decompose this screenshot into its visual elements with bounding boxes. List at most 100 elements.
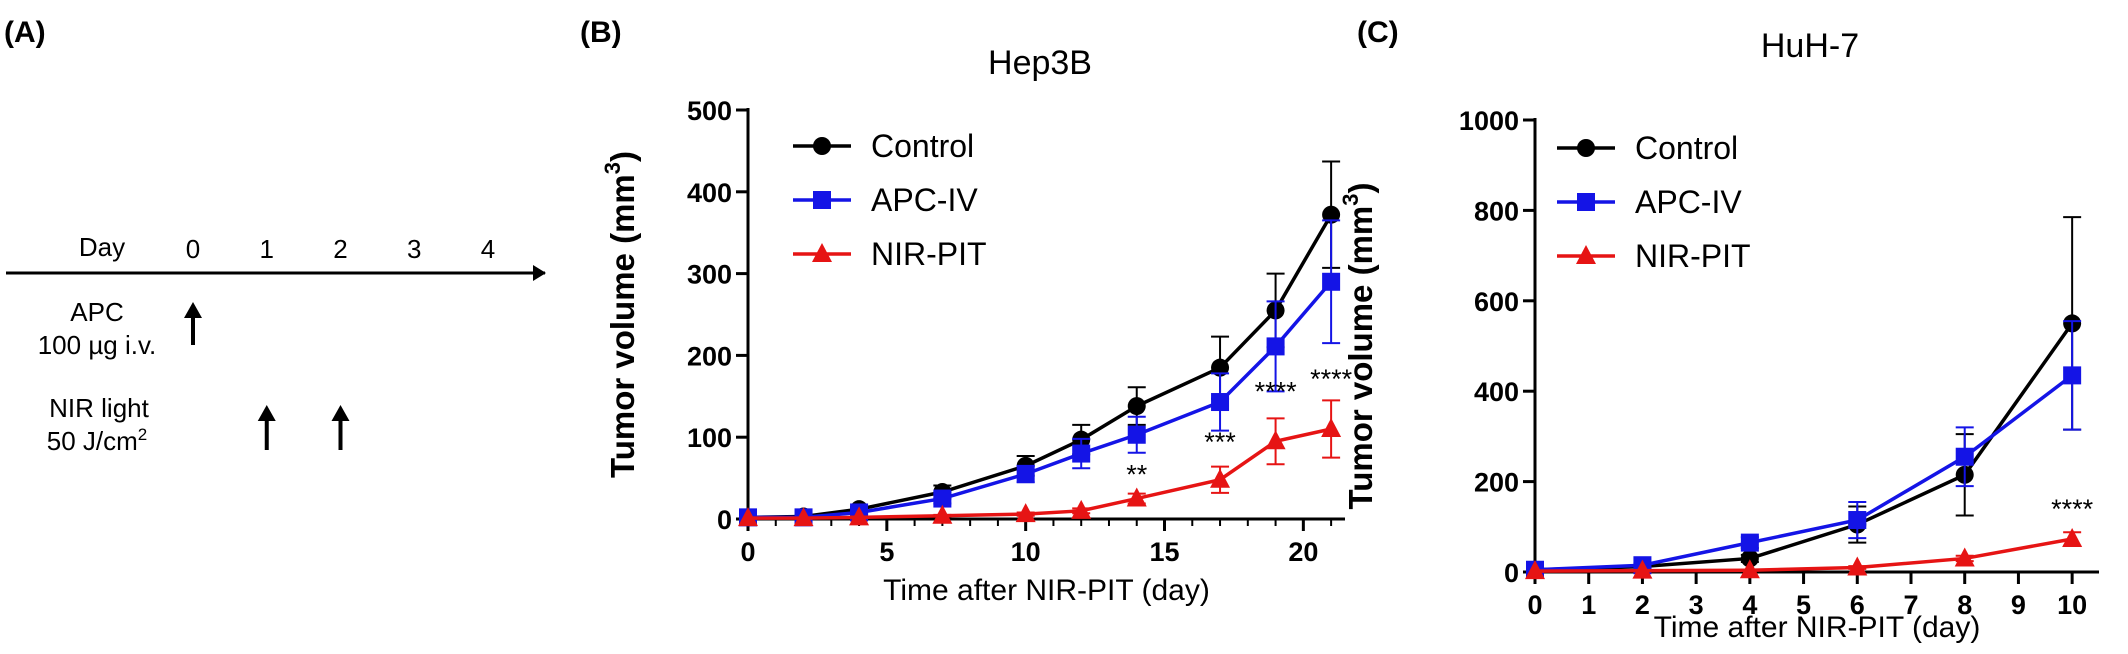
hep3b-y-axis-label-close: ) — [604, 151, 641, 162]
hep3b-x-tick-label: 0 — [740, 537, 755, 567]
huh7-legend-entry-control: Control — [1557, 130, 1738, 166]
huh7-y-axis-label-close: ) — [1342, 182, 1379, 193]
huh7-x-tick-label: 7 — [1903, 590, 1918, 620]
hep3b-data-point — [1322, 205, 1341, 224]
timeline-day-2: 2 — [333, 234, 347, 264]
huh7-series-line — [1534, 537, 2073, 573]
hep3b-data-point — [1126, 487, 1147, 507]
apc-injection-arrow-day-0-head — [184, 302, 202, 318]
huh7-data-point — [2062, 528, 2083, 548]
timeline-day-3: 3 — [407, 234, 421, 264]
nir-dose-text: 50 J/cm — [47, 426, 138, 456]
panel-b-hep3b-chart: (B) Hep3B 0 100 200 300 400 500 0 5 10 15 20 Time af… — [580, 16, 1353, 607]
panel-c-huh7-chart: (C) HuH-7 0 200 400 600 800 1000 0 1 2 3 4 5 6 7 8 9 10 Ti… — [1338, 16, 2099, 644]
hep3b-data-point — [1322, 272, 1341, 291]
huh7-data-point — [1525, 560, 1545, 580]
huh7-y-tick-label: 200 — [1474, 468, 1519, 498]
hep3b-legend-marker — [813, 191, 831, 209]
timeline-day-label: Day — [79, 232, 125, 262]
huh7-x-tick-label: 9 — [2011, 590, 2026, 620]
huh7-series-line — [1534, 373, 2074, 572]
panel-c-letter: (C) — [1357, 16, 1399, 49]
hep3b-data-point — [933, 489, 952, 508]
huh7-x-tick-label: 3 — [1689, 590, 1704, 620]
nir-light-arrow-day-2-head — [331, 405, 350, 421]
hep3b-series-control — [739, 160, 1341, 527]
huh7-data-point — [2063, 366, 2082, 385]
huh7-data-point — [1740, 533, 1759, 552]
hep3b-data-point — [1211, 393, 1230, 412]
hep3b-data-point — [1266, 337, 1285, 356]
huh7-y-tick-label: 1000 — [1459, 106, 1519, 136]
huh7-x-tick-label: 2 — [1635, 590, 1650, 620]
huh7-x-tick-label: 1 — [1581, 590, 1596, 620]
hep3b-x-axis-label: Time after NIR-PIT (day) — [883, 574, 1210, 607]
huh7-y-tick-label: 0 — [1504, 558, 1519, 588]
hep3b-significance-label: *** — [1204, 427, 1236, 457]
hep3b-data-point — [793, 507, 814, 527]
hep3b-legend-label: APC-IV — [871, 182, 978, 218]
huh7-data-point — [1847, 556, 1868, 576]
hep3b-y-tick-label: 200 — [687, 341, 732, 371]
huh7-legend-marker — [1576, 245, 1596, 264]
hep3b-data-point — [1072, 444, 1091, 463]
nir-label-line1: NIR light — [49, 393, 149, 423]
nir-label-line2: 50 J/cm2 — [47, 425, 148, 456]
huh7-x-tick-label: 8 — [1957, 590, 1972, 620]
hep3b-series-nir-pit — [738, 399, 1342, 527]
huh7-data-point — [1740, 549, 1759, 568]
hep3b-x-tick-label: 20 — [1288, 537, 1318, 567]
huh7-legend-label: APC-IV — [1635, 184, 1742, 220]
hep3b-data-point — [932, 504, 953, 524]
hep3b-y-tick-label: 300 — [687, 260, 732, 290]
huh7-chart-title: HuH-7 — [1761, 27, 1859, 65]
huh7-series-control — [1526, 216, 2082, 579]
huh7-x-tick-label: 6 — [1850, 590, 1865, 620]
nir-light-arrow-day-2 — [331, 405, 350, 450]
huh7-y-axis-label: Tumor volume (mm3) — [1338, 182, 1379, 509]
hep3b-significance-label: **** — [1310, 364, 1353, 394]
hep3b-legend-label: Control — [871, 128, 974, 164]
timeline-day-0: 0 — [186, 234, 200, 264]
hep3b-data-point — [1071, 499, 1092, 519]
hep3b-legend-entry-nir-pit: NIR-PIT — [793, 236, 987, 272]
hep3b-series-apc-iv — [739, 219, 1341, 527]
hep3b-data-point — [1016, 465, 1035, 484]
timeline-day-4: 4 — [481, 234, 495, 264]
panel-b-letter: (B) — [580, 16, 622, 49]
huh7-x-tick-label: 0 — [1527, 590, 1542, 620]
apc-label-line1: APC — [70, 297, 123, 327]
hep3b-y-tick-label: 0 — [717, 505, 732, 535]
panel-a-letter: (A) — [4, 16, 46, 49]
hep3b-data-point — [1127, 425, 1146, 444]
hep3b-legend-marker — [813, 137, 831, 155]
hep3b-y-axis-label-superscript: 3 — [600, 162, 625, 174]
hep3b-chart-title: Hep3B — [988, 44, 1092, 82]
huh7-x-tick-label: 5 — [1796, 590, 1811, 620]
hep3b-data-point — [1127, 397, 1146, 416]
huh7-legend-marker — [1577, 139, 1595, 157]
hep3b-y-axis-label: Tumor volume (mm3) — [600, 151, 641, 478]
huh7-x-tick-label: 4 — [1742, 590, 1757, 620]
hep3b-data-point — [1210, 468, 1231, 488]
timeline-arrowhead — [533, 265, 546, 281]
huh7-significance-label: **** — [2051, 494, 2094, 524]
huh7-y-axis-label-text: Tumor volume (mm — [1342, 206, 1379, 510]
apc-label-line2: 100 µg i.v. — [38, 330, 157, 360]
nir-dose-superscript: 2 — [138, 425, 147, 444]
huh7-y-tick-label: 600 — [1474, 287, 1519, 317]
huh7-legend-marker — [1577, 193, 1595, 211]
hep3b-series-line — [748, 280, 1333, 520]
huh7-data-point — [1954, 547, 1975, 567]
hep3b-x-tick-label: 5 — [879, 537, 894, 567]
nir-light-arrow-day-1 — [257, 405, 276, 450]
huh7-legend-label: NIR-PIT — [1635, 238, 1751, 274]
hep3b-significance-label: **** — [1255, 376, 1298, 406]
huh7-data-point — [1848, 511, 1867, 530]
hep3b-y-axis-label-text: Tumor volume (mm — [604, 174, 641, 478]
huh7-y-axis-label-superscript: 3 — [1338, 193, 1363, 205]
timeline-day-numbers: 0 1 2 3 4 — [186, 234, 495, 264]
hep3b-legend-entry-control: Control — [793, 128, 974, 164]
